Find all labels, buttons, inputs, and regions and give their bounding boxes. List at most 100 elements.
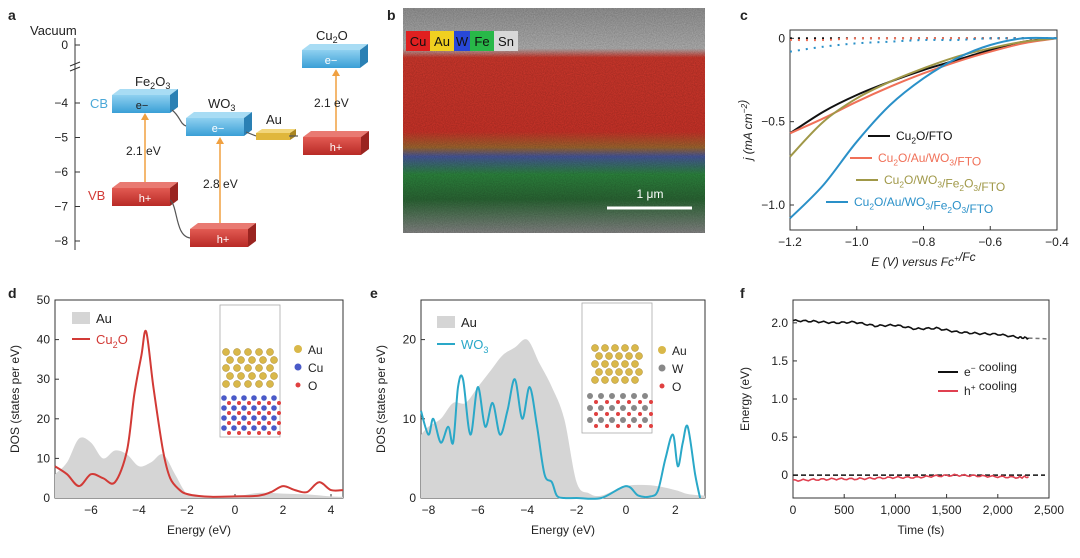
x-tick-label: −4: [520, 503, 534, 517]
panel-c-letter: c: [740, 7, 748, 23]
x-tick-label: 2,000: [983, 503, 1013, 517]
wo3-vb-block: h+: [190, 223, 256, 247]
cu-atom: [251, 425, 257, 431]
w-atom: [642, 417, 648, 423]
au-atom: [591, 376, 599, 384]
o-atom: [605, 400, 609, 404]
inset-legend-dot: [658, 346, 666, 354]
y-tick-label: −1.0: [761, 198, 785, 212]
cu-atom: [221, 415, 227, 421]
inset-legend-dot: [294, 345, 302, 353]
o-atom: [594, 424, 598, 428]
au-atom: [631, 344, 639, 352]
energy-tick-label: 0: [61, 38, 68, 52]
eds-legend-label: Au: [434, 34, 450, 49]
cu2o-electron: e−: [325, 55, 338, 67]
o-atom: [594, 400, 598, 404]
o-atom: [638, 400, 642, 404]
x-tick-label: 2: [280, 503, 287, 517]
cu-atom: [261, 415, 267, 421]
w-atom: [620, 393, 626, 399]
legend-swatch-au: [72, 312, 90, 324]
legend-label: Cu2O/Au/WO3/FTO: [878, 151, 981, 169]
w-atom: [598, 417, 604, 423]
cu2o-cb-block: e−: [302, 44, 368, 68]
y-tick-label: 20: [403, 333, 417, 347]
eds-legend-label: Sn: [498, 34, 514, 49]
vacuum-label: Vacuum: [30, 23, 77, 38]
cu-atom: [251, 415, 257, 421]
wo3-electron: e−: [212, 123, 225, 135]
cu-atom: [261, 395, 267, 401]
au-atom: [222, 364, 230, 372]
cu-atom: [251, 405, 257, 411]
fe2o3-gap: 2.1 eV: [126, 144, 161, 158]
o-atom: [594, 412, 598, 416]
cu-atom: [251, 395, 257, 401]
energy-tick-label: −5: [54, 131, 68, 145]
w-atom: [609, 405, 615, 411]
legend-label: Cu2O/FTO: [896, 129, 952, 146]
fe2o3-cb-block: e−: [112, 89, 178, 113]
au-atom: [611, 344, 619, 352]
panel-f: f 0 500 1,000 1,500 2,000 2,500 0 0.5 1.0 1.5 2.0 e…: [738, 285, 1064, 537]
au-atom: [255, 364, 263, 372]
panel-a: a Vacuum 0 −4 −5 −6 −7 −8 Fe2O3 e− CB h+ VB 2…: [8, 7, 369, 250]
y-axis-label: DOS (states per eV): [8, 345, 22, 453]
cooling-series-line: [792, 473, 1029, 483]
w-atom: [609, 417, 615, 423]
au-atom: [615, 352, 623, 360]
w-atom: [598, 405, 604, 411]
au-atom: [255, 380, 263, 388]
o-atom: [237, 401, 241, 405]
legend-label: Cu2O/WO3/Fe2O3/FTO: [884, 173, 1005, 194]
au-atom: [615, 368, 623, 376]
x-tick-label: −2: [570, 503, 584, 517]
o-atom: [247, 401, 251, 405]
cu2o-gap-arrowhead: [332, 69, 340, 76]
w-atom: [587, 417, 593, 423]
energy-tick-label: −8: [54, 234, 68, 248]
cu-atom: [271, 395, 277, 401]
panel-a-letter: a: [8, 7, 16, 23]
cooling-series-line: [792, 318, 1029, 340]
au-atom: [595, 352, 603, 360]
o-atom: [257, 431, 261, 435]
o-atom: [237, 421, 241, 425]
au-atom: [591, 360, 599, 368]
eds-legend-label: Fe: [474, 34, 489, 49]
au-atom: [248, 372, 256, 380]
cu-atom: [271, 415, 277, 421]
o-atom: [237, 411, 241, 415]
cu-atom: [261, 405, 267, 411]
o-atom: [277, 401, 281, 405]
w-atom: [631, 393, 637, 399]
au-atom: [621, 376, 629, 384]
au-atom: [635, 368, 643, 376]
x-tick-label: 500: [834, 503, 854, 517]
o-atom: [649, 412, 653, 416]
au-atom: [625, 368, 633, 376]
x-tick-label: −0.6: [978, 235, 1002, 249]
au-atom: [605, 352, 613, 360]
h-transfer-arrow: [169, 199, 191, 239]
o-atom: [627, 424, 631, 428]
cu-atom: [261, 425, 267, 431]
au-atom: [222, 348, 230, 356]
au-atom: [631, 376, 639, 384]
cu-atom: [231, 395, 237, 401]
energy-ticks: 0 −4 −5 −6 −7 −8: [54, 38, 80, 248]
w-atom: [620, 405, 626, 411]
fe2o3-hole: h+: [139, 193, 152, 205]
x-tick-label: 0: [232, 503, 239, 517]
o-atom: [616, 424, 620, 428]
eds-legend-swatch: [470, 31, 494, 51]
au-atom: [233, 364, 241, 372]
fe2o3-vb-block: h+: [112, 182, 178, 206]
au-block: [256, 129, 296, 140]
energy-tick-label: −7: [54, 200, 68, 214]
wo3-dos-line: [420, 374, 702, 500]
w-atom: [620, 417, 626, 423]
au-atom: [266, 364, 274, 372]
